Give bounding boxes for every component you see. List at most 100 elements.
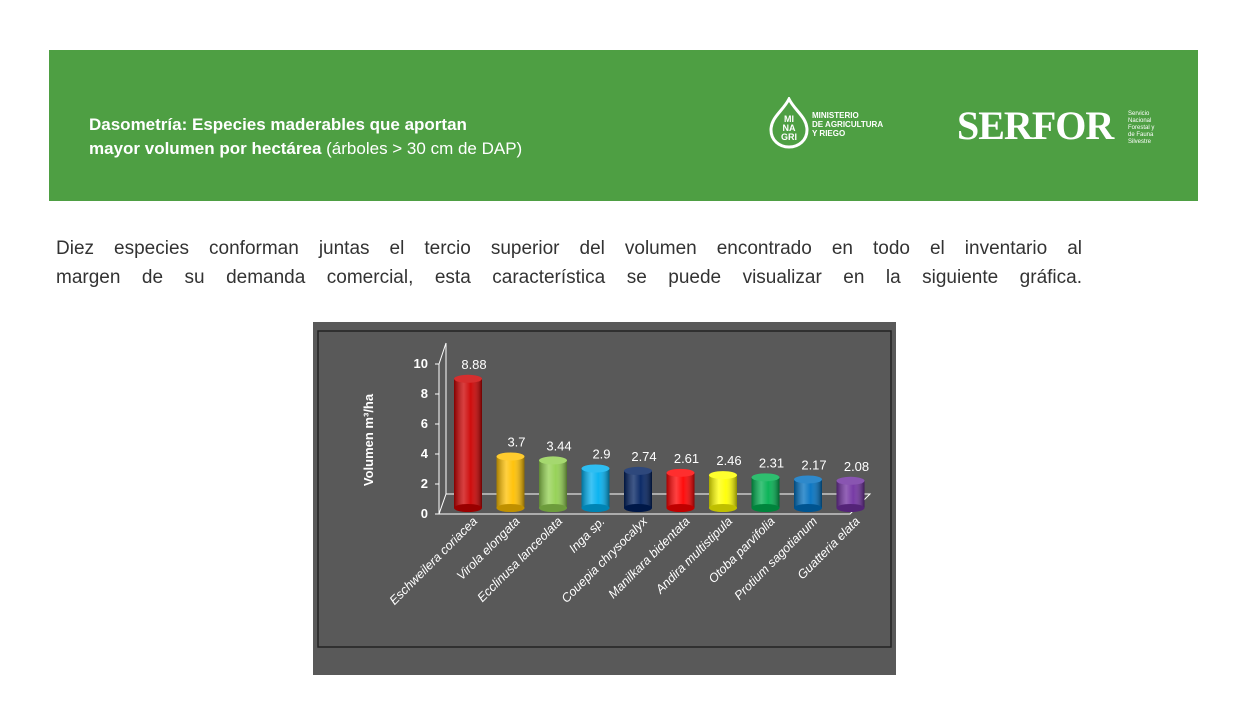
data-label: 3.44 (546, 438, 571, 453)
volume-bar-chart: Volumen m³/ha 0 2 4 6 8 10 8.88 3.7 3.44 2.9 2.74… (317, 330, 892, 648)
data-label: 2.61 (674, 451, 699, 466)
bar-top (751, 473, 780, 482)
x-tick-label: Inga sp. (566, 514, 607, 555)
y-tick-label: 2 (421, 476, 428, 491)
x-tick-label: Ecclinusa lanceolata (475, 514, 566, 605)
bar-shading (836, 480, 865, 508)
minagri-mark-2: NA (783, 123, 796, 133)
bar-base (709, 504, 737, 512)
bar-top (794, 475, 822, 484)
bar-shading (624, 470, 652, 508)
minagri-drop-icon: MI NA GRI (769, 95, 809, 149)
bar-base (496, 504, 525, 512)
data-label: 2.9 (592, 447, 610, 462)
data-label: 8.88 (461, 357, 486, 372)
bar-base (454, 504, 482, 512)
minagri-mark-3: GRI (781, 132, 797, 142)
minagri-line-1: MINISTERIO (812, 111, 859, 120)
bar-base-shade (836, 504, 865, 512)
serfor-subtitle: Servicio Nacional Forestal y de Fauna Si… (1128, 111, 1154, 146)
bar-top-highlight (666, 468, 695, 477)
bar-top (454, 374, 482, 383)
minagri-logo: MI NA GRI MINISTERIO DE AGRICULTURA Y RI… (767, 95, 907, 149)
header-banner: Dasometría: Especies maderables que apor… (49, 50, 1198, 201)
serfor-sub-3: Forestal y (1128, 125, 1155, 131)
serfor-sub-1: Servicio (1128, 111, 1150, 117)
x-tick-label: Protium sagotianum (732, 514, 821, 603)
bar-base-shade (666, 504, 695, 512)
x-tick-label: Andira multistipula (652, 514, 735, 597)
y-tick-label: 8 (421, 386, 428, 401)
bar-base-shade (751, 504, 780, 512)
bar-shading (581, 468, 610, 508)
chart-container: Volumen m³/ha 0 2 4 6 8 10 8.88 3.7 3.44 2.9 2.74… (313, 322, 896, 675)
bar-top-highlight (496, 452, 525, 461)
bar-top-highlight (794, 475, 822, 484)
y-tick-label: 4 (421, 446, 429, 461)
paragraph-line-1: Diez especies conforman juntas el tercio… (56, 238, 1082, 259)
y-tick-label: 10 (414, 356, 428, 371)
bar (539, 456, 567, 512)
bar-base-shade (794, 504, 822, 512)
data-label: 2.17 (801, 457, 826, 472)
bar-shading (794, 479, 822, 508)
wall-top-edge (438, 342, 447, 365)
minagri-line-3: Y RIEGO (812, 129, 846, 138)
title-line-1: Dasometría: Especies maderables que apor… (89, 115, 467, 134)
bar (454, 374, 482, 512)
bar-top-highlight (581, 464, 610, 473)
bar-top-highlight (709, 471, 737, 480)
bar-top-highlight (836, 476, 865, 485)
data-label: 3.7 (507, 435, 525, 450)
bar-shading (454, 378, 482, 508)
x-tick-label: Manilkara bidentata (606, 514, 693, 601)
title-note: (árboles > 30 cm de DAP) (321, 139, 523, 158)
bar-shading (496, 456, 525, 508)
bar-base-shade (709, 504, 737, 512)
minagri-line-2: DE AGRICULTURA (812, 120, 884, 129)
bar-top (709, 471, 737, 480)
serfor-sub-4: de Fauna (1128, 132, 1154, 138)
serfor-logo: SERFOR Servicio Nacional Forestal y de F… (957, 102, 1157, 152)
bar-top (539, 456, 567, 465)
bar-base (581, 504, 610, 512)
minagri-mark-1: MI (784, 114, 794, 124)
bar-base-shade (624, 504, 652, 512)
bar-base (624, 504, 652, 512)
paragraph-line-2: margen de su demanda comercial, esta car… (56, 267, 1082, 288)
bar-base-shade (581, 504, 610, 512)
bar-top-highlight (751, 473, 780, 482)
bar-shading (709, 475, 737, 508)
chart-floor (438, 493, 872, 515)
bar-shading (751, 477, 780, 508)
bar (624, 466, 652, 512)
minagri-name: MINISTERIO DE AGRICULTURA Y RIEGO (812, 111, 883, 138)
bar-shading (666, 472, 695, 508)
y-tick-label: 0 (421, 506, 428, 521)
plot-frame (317, 330, 892, 648)
bar-top-highlight (624, 466, 652, 475)
bar-top-highlight (454, 374, 482, 383)
bar (751, 473, 780, 512)
data-label: 2.31 (759, 455, 784, 470)
title-line-2: mayor volumen por hectárea (89, 139, 322, 158)
bar (709, 471, 737, 512)
serfor-sub-5: Silvestre (1128, 139, 1152, 145)
serfor-sub-2: Nacional (1128, 118, 1152, 124)
bar-base-shade (496, 504, 525, 512)
bar-base (539, 504, 567, 512)
bar (794, 475, 822, 512)
data-label: 2.74 (631, 449, 656, 464)
bar-top (836, 476, 865, 485)
serfor-wordmark: SERFOR (957, 103, 1114, 148)
bar-top-highlight (539, 456, 567, 465)
bar-base (751, 504, 780, 512)
data-label: 2.46 (716, 453, 741, 468)
bar-base (794, 504, 822, 512)
page-title: Dasometría: Especies maderables que apor… (89, 113, 522, 161)
bar (836, 476, 865, 512)
data-label: 2.08 (844, 459, 869, 474)
bar-shading (539, 460, 567, 508)
bar-base (836, 504, 865, 512)
bar-top (624, 466, 652, 475)
